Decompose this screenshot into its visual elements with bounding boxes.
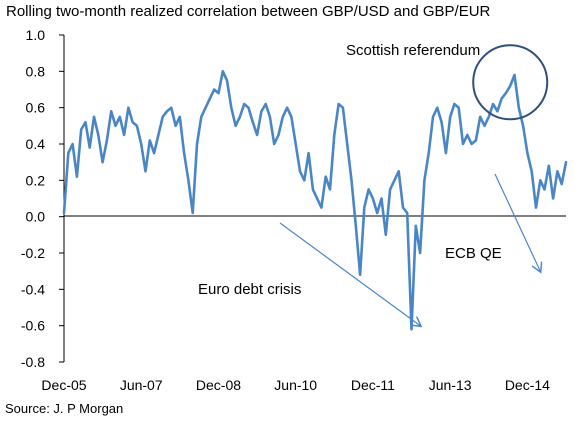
y-tick-label: 0.6 (26, 100, 46, 116)
x-tick-label: Dec-08 (196, 377, 241, 393)
y-tick-label: 0.4 (26, 136, 46, 152)
y-tick-label: -0.4 (21, 281, 45, 297)
y-tick-label: 0.8 (26, 63, 46, 79)
x-tick-label: Dec-14 (505, 377, 550, 393)
y-tick-label: 0.0 (26, 209, 46, 225)
y-tick-label: 0.2 (26, 172, 46, 188)
y-tick-label: 1.0 (26, 27, 46, 43)
y-tick-label: -0.8 (21, 354, 45, 370)
scottish-referendum-label: Scottish referendum (346, 42, 480, 59)
x-tick-label: Dec-11 (351, 377, 395, 393)
scottish-referendum-circle (472, 44, 549, 121)
euro-debt-crisis-label: Euro debt crisis (198, 281, 301, 298)
ecb-qe-label: ECB QE (445, 245, 502, 262)
ecb-qe-arrow (494, 173, 540, 271)
euro-debt-crisis-arrow (279, 222, 420, 326)
y-tick-label: -0.6 (21, 318, 45, 334)
y-tick-label: -0.2 (21, 245, 45, 261)
source-note: Source: J. P Morgan (5, 401, 124, 416)
x-tick-label: Jun-13 (429, 377, 472, 393)
series-line (62, 70, 568, 331)
x-tick-label: Dec-05 (41, 377, 86, 393)
chart-title: Rolling two-month realized correlation b… (6, 3, 491, 20)
x-tick-label: Jun-07 (120, 377, 163, 393)
x-tick-label: Jun-10 (274, 377, 317, 393)
